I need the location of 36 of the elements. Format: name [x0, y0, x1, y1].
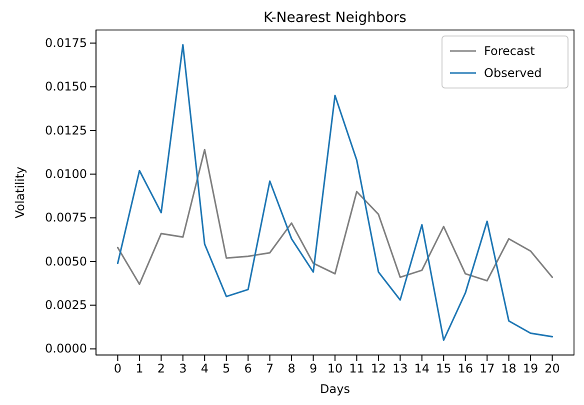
x-tick-label: 15	[436, 362, 452, 376]
y-tick-label: 0.0050	[45, 254, 87, 268]
x-tick-label: 16	[458, 362, 474, 376]
x-tick-label: 4	[200, 362, 208, 376]
y-tick-label: 0.0150	[45, 80, 87, 94]
y-tick-label: 0.0075	[45, 210, 87, 225]
x-tick-label: 11	[349, 362, 364, 376]
x-tick-label: 0	[114, 362, 122, 376]
line-series	[116, 44, 554, 341]
x-tick-label: 2	[157, 362, 165, 376]
x-tick-label: 17	[479, 362, 495, 376]
x-tick-label: 20	[544, 362, 560, 376]
line-series	[116, 148, 554, 286]
legend-label: Forecast	[484, 44, 536, 58]
x-tick-label: 7	[266, 362, 274, 376]
legend-label: Observed	[484, 66, 542, 80]
y-tick-label: 0.0125	[45, 123, 87, 138]
x-tick-label: 3	[179, 362, 187, 376]
y-axis-title: Volatility	[13, 166, 27, 218]
chart-title: K-Nearest Neighbors	[264, 10, 406, 26]
x-tick-label: 18	[501, 362, 516, 376]
x-tick-label: 9	[309, 362, 318, 376]
x-axis-title: Days	[320, 382, 350, 396]
y-tick-label: 0.0000	[45, 342, 87, 356]
x-tick-label: 14	[414, 362, 430, 376]
x-tick-label: 5	[222, 362, 230, 376]
y-tick-label: 0.0175	[45, 36, 87, 50]
x-tick-label: 19	[522, 362, 538, 376]
x-tick-label: 1	[136, 362, 144, 376]
x-tick-label: 8	[288, 362, 296, 376]
x-tick-label: 13	[392, 362, 408, 376]
y-tick-label: 0.0025	[45, 298, 87, 312]
x-tick-label: 6	[244, 362, 252, 376]
x-tick-label: 10	[327, 362, 343, 376]
y-tick-label: 0.0100	[45, 166, 87, 181]
x-tick-label: 12	[370, 362, 386, 376]
